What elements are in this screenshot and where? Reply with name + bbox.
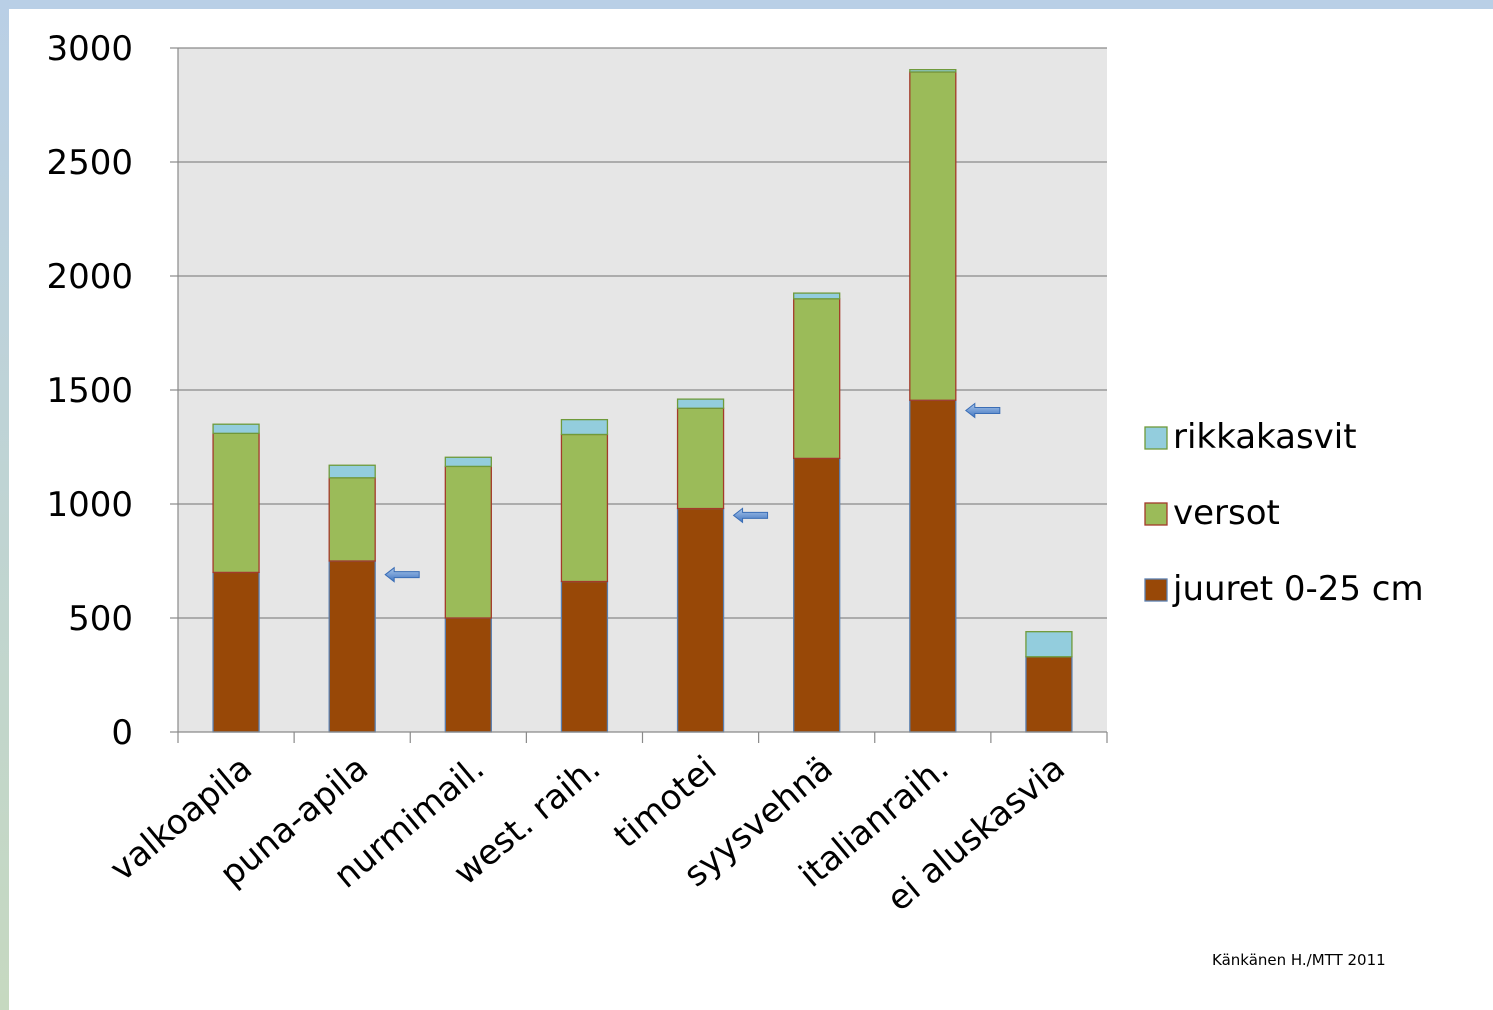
bar-segment <box>793 457 841 733</box>
legend-swatch <box>1144 426 1168 450</box>
annotation-arrow <box>732 507 769 524</box>
y-tick-label: 1500 <box>46 371 133 411</box>
bar-segment <box>444 456 492 468</box>
bar-segment <box>793 292 841 300</box>
bar-segment <box>909 71 957 401</box>
legend-swatch <box>1144 578 1168 602</box>
bar-segment <box>676 507 725 733</box>
bar-segment <box>1025 656 1073 733</box>
bar-segment <box>560 580 609 733</box>
legend-swatch <box>1144 502 1168 526</box>
source-credit: Känkänen H./MTT 2011 <box>1212 951 1386 969</box>
y-tick-label: 1000 <box>46 485 133 525</box>
annotation-arrow <box>384 566 420 583</box>
y-tick-label: 2000 <box>46 257 133 297</box>
bar-segment <box>1025 631 1073 658</box>
bar-segment <box>212 423 260 434</box>
bar-segment <box>909 69 957 73</box>
legend-label: rikkakasvit <box>1173 417 1357 457</box>
y-tick-label: 500 <box>68 599 133 639</box>
bar-segment <box>676 407 725 510</box>
bar-segment <box>328 464 376 479</box>
annotation-arrow <box>964 402 1001 419</box>
bar-segment <box>560 418 609 436</box>
bar-segment <box>212 432 260 574</box>
y-tick-label: 3000 <box>46 29 133 69</box>
legend-label: versot <box>1173 493 1280 533</box>
bar-segment <box>909 399 957 733</box>
y-tick-label: 0 <box>111 713 133 753</box>
y-tick-label: 2500 <box>46 143 133 183</box>
legend-label: juuret 0-25 cm <box>1172 569 1424 609</box>
bar-segment <box>444 465 492 619</box>
bar-segment <box>328 560 376 733</box>
bar-segment <box>676 398 725 409</box>
bar-segment <box>328 477 376 562</box>
chart-frame: 0 500 1000 1500 2000 2500 3000 valkoapila puna-… <box>9 9 1493 1010</box>
bar-segment <box>444 617 492 733</box>
bar-segment <box>560 433 609 583</box>
bar-segment <box>793 298 841 460</box>
bar-segment <box>212 571 260 733</box>
